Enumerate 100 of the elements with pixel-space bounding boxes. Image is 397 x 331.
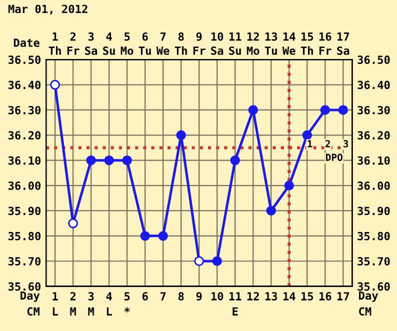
x-tick-label: 8 (178, 292, 184, 300)
x2-tick-label: 4 (106, 32, 112, 41)
x2-tick-label: 5 (124, 32, 130, 41)
x2-axis-title: Date (14, 38, 40, 47)
y-tick-label: 36.30 (8, 106, 41, 114)
text: E (232, 307, 238, 316)
point (248, 105, 258, 115)
point (338, 105, 348, 115)
text: Mo (246, 46, 260, 55)
x2-tick-label: 16 (319, 32, 332, 41)
text: Su (229, 46, 241, 55)
x-tick-label: 10 (211, 292, 224, 300)
annotation: 2 (325, 140, 330, 148)
text: Th (300, 46, 313, 55)
text: Fr (319, 46, 332, 55)
point (86, 155, 96, 166)
x2-tick-label: 7 (160, 32, 166, 41)
annotation: 1 (308, 140, 312, 148)
y-tick-label: 36.00 (8, 182, 41, 190)
x-tick-label: 1 (52, 292, 58, 300)
text: Th (48, 46, 61, 55)
annotation: DPO (326, 154, 342, 162)
x-tick-label: 16 (319, 292, 332, 300)
y-tick-label: 35.90 (8, 206, 41, 216)
x-tick-label: 17 (337, 292, 349, 300)
y-tick-label: 36.50 (8, 56, 41, 64)
text: Tu (138, 46, 151, 55)
point (158, 231, 168, 241)
x-tick-label: 2 (70, 292, 76, 300)
text: Day (359, 291, 378, 302)
x-tick-label: 11 (229, 292, 242, 300)
x-tick-label: 13 (265, 292, 278, 300)
text: Sa (211, 46, 224, 55)
x2-tick-label: 13 (265, 32, 278, 41)
text: Fr (193, 46, 206, 55)
x2-tick-label: 1 (52, 32, 58, 41)
y2-tick-label: 35.90 (358, 206, 390, 216)
x-tick-label: 7 (160, 292, 166, 300)
x2-tick-label: 8 (178, 32, 184, 41)
y2-tick-label: 35.70 (358, 257, 390, 266)
x-tick-label: 3 (88, 292, 94, 300)
text: L (52, 307, 58, 316)
text: M (70, 307, 76, 316)
y2-tick-label: 35.80 (358, 232, 390, 240)
y-tick-label: 35.80 (8, 232, 41, 240)
point (176, 130, 186, 140)
text: Tu (264, 46, 277, 55)
text: * (124, 307, 130, 312)
text: Mo (120, 46, 134, 55)
point (104, 155, 114, 166)
text: L (106, 307, 112, 316)
chart-title: Mar 01, 2012 (8, 4, 88, 15)
x2-tick-label: 17 (337, 32, 349, 41)
y2-tick-label: 36.30 (358, 106, 390, 114)
x2-tick-label: 11 (229, 32, 242, 41)
y-tick-label: 35.70 (8, 257, 41, 266)
point (122, 155, 132, 166)
y2-tick-label: 36.20 (358, 131, 390, 140)
text: Sa (337, 46, 350, 55)
x-tick-label: 15 (301, 292, 314, 300)
text: We (156, 46, 170, 55)
point (266, 206, 276, 216)
x2-tick-label: 2 (70, 32, 76, 41)
x2-tick-label: 12 (247, 32, 259, 41)
x-tick-label: 6 (142, 292, 148, 300)
annotation: 3 (344, 140, 348, 148)
text: Th (174, 46, 187, 55)
y-tick-label: 36.40 (8, 80, 41, 90)
x-axis-title: Day (20, 291, 40, 302)
text: CM (27, 307, 40, 316)
x2-tick-label: 9 (196, 32, 202, 41)
y2-tick-label: 35.60 (358, 282, 390, 291)
y2-tick-label: 36.50 (358, 56, 390, 64)
point (320, 105, 330, 115)
text: Fr (67, 46, 80, 55)
x2-tick-label: 14 (283, 32, 296, 41)
y2-tick-label: 36.00 (358, 182, 390, 190)
point (140, 231, 150, 241)
x-tick-label: 5 (124, 292, 130, 300)
y-tick-label: 36.20 (8, 131, 41, 140)
y-tick-label: 35.60 (8, 282, 41, 291)
x-tick-label: 9 (196, 292, 202, 301)
point (284, 180, 294, 190)
y2-tick-label: 36.10 (358, 156, 390, 165)
point (230, 155, 240, 166)
x2-tick-label: 6 (142, 32, 148, 41)
x-tick-label: 14 (283, 292, 296, 300)
point (212, 256, 222, 266)
y-tick-label: 36.10 (8, 156, 41, 165)
x2-tick-label: 10 (211, 32, 224, 41)
text: We (282, 46, 296, 55)
x2-tick-label: 3 (88, 32, 94, 41)
point (302, 130, 312, 140)
x-tick-label: 4 (106, 292, 112, 300)
x-tick-label: 12 (247, 292, 259, 300)
text: M (88, 307, 94, 316)
x2-tick-label: 15 (301, 32, 314, 41)
text: CM (359, 307, 372, 316)
y2-tick-label: 36.40 (358, 80, 390, 90)
text: Sa (85, 46, 98, 55)
